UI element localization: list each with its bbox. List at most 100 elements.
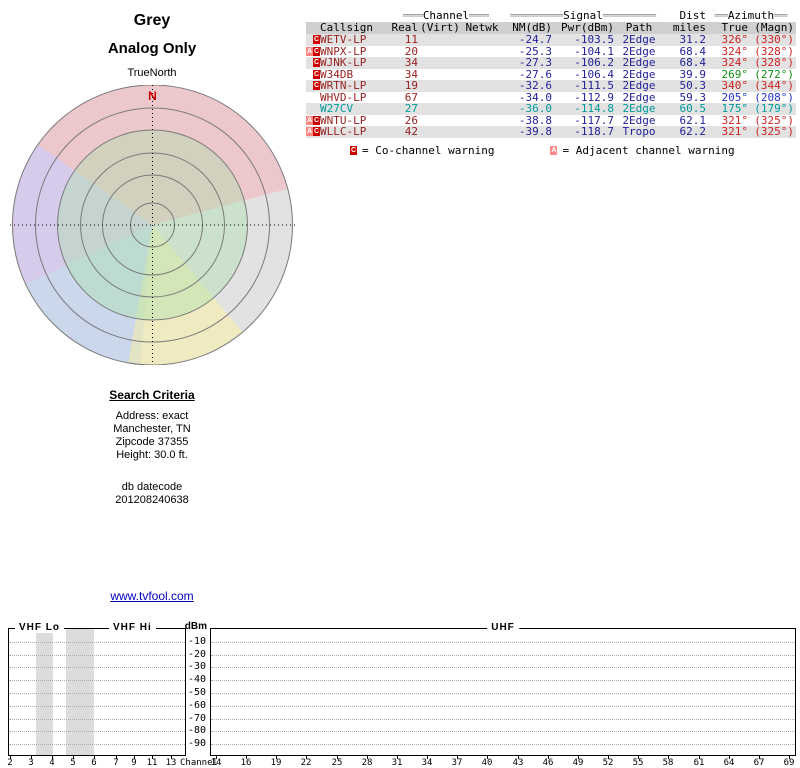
co-channel-flag-icon: C — [313, 81, 320, 91]
datecode-value: 201208240638 — [115, 494, 189, 506]
cell-path: 2Edge — [622, 56, 656, 69]
cell-path: 2Edge — [622, 113, 656, 127]
adjacent-channel-flag-icon: A — [306, 46, 313, 56]
cell-nm: -24.7 — [518, 33, 552, 46]
col-header-callsign: Callsign — [320, 21, 373, 34]
cell-miles: 62.1 — [679, 113, 707, 127]
true-north-label: TrueNorth — [127, 67, 177, 79]
table-row: C W34DB 34 -27.6 -106.4 2Edge 39.9 269° (272°) — [306, 67, 796, 81]
channel-tick — [10, 756, 11, 759]
cell-az_magn: (208°) — [754, 90, 794, 104]
cell-az_true: 324° — [721, 44, 749, 58]
gridline — [9, 693, 185, 694]
channel-label: 34 — [421, 758, 433, 768]
cell-pwr: -117.7 — [574, 113, 614, 127]
cell-real: 34 — [404, 67, 418, 81]
co-channel-flag-icon: C — [313, 127, 320, 137]
cell-az_true: 326° — [721, 33, 749, 46]
co-channel-flag-icon: C — [313, 69, 320, 79]
cell-az_magn: (325°) — [754, 125, 794, 138]
radar-plot: N — [10, 85, 295, 365]
vhf-lo-band-label: VHF Lo — [15, 622, 64, 633]
channel-label: 58 — [662, 758, 674, 768]
row-flags: C — [306, 80, 320, 92]
channel-tick — [487, 756, 488, 759]
channel-label: 14 — [210, 758, 222, 768]
co-channel-flag-icon: C — [350, 145, 357, 155]
channel-label: 64 — [723, 758, 735, 768]
adjacent-channel-legend-text: = Adjacent channel warning — [562, 143, 735, 157]
dbm-tick-label: -10 — [187, 635, 206, 647]
channel-label: 11 — [146, 758, 158, 768]
flag-legend: C = Co-channel warning A = Adjacent chan… — [350, 144, 796, 157]
channel-label: 16 — [240, 758, 252, 768]
cell-az_magn: (330°) — [754, 33, 794, 46]
channel-tick — [759, 756, 760, 759]
channel-label: 31 — [391, 758, 403, 768]
channel-tick — [457, 756, 458, 759]
cell-path: 2Edge — [622, 79, 656, 92]
channel-tick — [699, 756, 700, 759]
uhf-spectrum-panel: UHF — [210, 622, 796, 756]
gridline — [211, 680, 795, 682]
cell-virt — [418, 92, 462, 104]
cell-nm: -38.8 — [518, 113, 552, 127]
gridline — [211, 641, 795, 643]
channel-tick — [367, 756, 368, 759]
plot-subtitle: Analog Only — [107, 40, 197, 57]
dbm-tick-label: -80 — [187, 725, 206, 737]
channel-label: 4 — [49, 758, 55, 768]
cell-nm: -39.8 — [518, 125, 552, 138]
table-row: W27CV 27 -36.0 -114.8 2Edge 60.5 175° (179°) — [306, 103, 796, 115]
channel-tick — [116, 756, 117, 759]
cell-pwr: -104.1 — [574, 44, 614, 58]
channel-tick — [246, 756, 247, 759]
channel-tick — [427, 756, 428, 759]
vhf-hi-band-label: VHF Hi — [109, 622, 156, 633]
table-row: WHVD-LP 67 -34.0 -112.9 2Edge 59.3 205° (208°) — [306, 90, 796, 104]
gridline — [211, 667, 795, 669]
channel-tick — [729, 756, 730, 759]
cell-virt — [418, 80, 462, 92]
station-table: ═══Channel═══ ════════Signal════════ Dis… — [306, 10, 796, 157]
channel-tick — [94, 756, 95, 759]
channel-label: 25 — [331, 758, 343, 768]
dbm-tick-label: -20 — [187, 648, 206, 660]
cell-callsign: WNTU-LP — [320, 113, 367, 127]
cell-nm: -27.6 — [518, 67, 552, 81]
col-header-true: True — [721, 21, 749, 34]
cell-pwr: -114.8 — [574, 102, 614, 115]
search-criteria-city: Manchester, TN — [113, 423, 191, 435]
cell-netwk — [462, 57, 502, 69]
channel-tick — [638, 756, 639, 759]
tvfool-website-link[interactable]: www.tvfool.com — [110, 589, 194, 603]
frequency-gap-band — [66, 629, 94, 755]
table-row: A C WNPX-LP 20 -25.3 -104.1 2Edge 68.4 324° (328°… — [306, 44, 796, 58]
cell-nm: -36.0 — [518, 102, 552, 115]
cell-az_true: 340° — [721, 79, 749, 92]
cell-netwk — [462, 126, 502, 138]
cell-az_magn: (328°) — [754, 56, 794, 69]
datecode-label: db datecode — [121, 481, 183, 493]
frequency-gap-band — [36, 629, 53, 755]
cell-miles: 50.3 — [679, 79, 707, 92]
row-flags: C — [306, 57, 320, 69]
channel-label: 43 — [512, 758, 524, 768]
co-channel-flag-icon: C — [313, 35, 320, 45]
channel-label: 46 — [542, 758, 554, 768]
cell-path: 2Edge — [622, 90, 656, 104]
channel-tick — [668, 756, 669, 759]
cell-pwr: -106.2 — [574, 56, 614, 69]
gridline — [211, 705, 795, 707]
cell-nm: -25.3 — [518, 44, 552, 58]
cell-az_magn: (328°) — [754, 44, 794, 58]
cell-path: 2Edge — [622, 102, 656, 115]
channel-label: 40 — [481, 758, 493, 768]
channel-tick — [608, 756, 609, 759]
gridline — [9, 744, 185, 746]
gridline — [211, 654, 795, 656]
cell-miles: 39.9 — [679, 67, 707, 81]
channel-tick — [518, 756, 519, 759]
channel-tick — [397, 756, 398, 759]
